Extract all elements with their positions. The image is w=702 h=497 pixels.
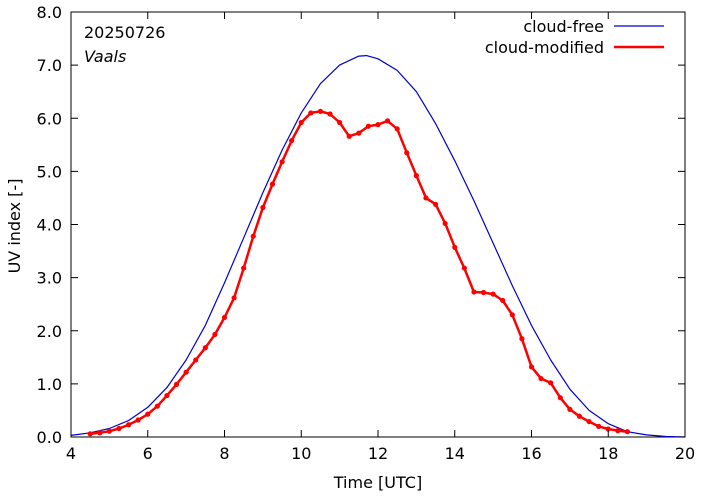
y-tick-label: 0.0 <box>37 428 62 447</box>
data-point-cloud-modified <box>164 392 170 399</box>
data-point-cloud-modified <box>231 295 237 301</box>
data-point-cloud-modified <box>116 425 122 432</box>
data-point-cloud-modified <box>212 331 218 338</box>
data-point-cloud-modified <box>97 430 103 436</box>
data-point-cloud-modified <box>221 314 228 321</box>
data-point-cloud-modified <box>279 159 285 165</box>
data-point-cloud-modified <box>384 118 391 124</box>
data-point-cloud-modified <box>260 204 266 211</box>
data-point-cloud-modified <box>586 418 592 425</box>
data-point-cloud-modified <box>327 111 333 117</box>
x-tick-label: 20 <box>675 444 695 463</box>
data-point-cloud-modified <box>346 133 352 139</box>
series-line-cloud-free <box>70 54 686 438</box>
data-point-cloud-modified <box>289 137 295 144</box>
data-point-cloud-modified <box>193 357 199 363</box>
series-line-cloud-modified <box>90 110 628 436</box>
data-point-cloud-modified <box>557 395 563 401</box>
x-tick-label: 8 <box>219 444 229 463</box>
text-layer: Time [UTC] UV index [-] 20250726 Vaals <box>5 23 422 492</box>
data-point-cloud-modified <box>241 265 247 271</box>
data-point-cloud-modified <box>375 122 381 128</box>
series-layer <box>70 54 686 438</box>
data-point-cloud-modified <box>173 381 180 388</box>
legend-label-cloud-modified: cloud-modified <box>485 38 604 57</box>
y-tick-label: 3.0 <box>37 269 62 288</box>
y-tick-label: 6.0 <box>37 109 62 128</box>
data-point-cloud-modified <box>135 417 141 423</box>
x-tick-label: 14 <box>445 444 465 463</box>
legend: cloud-free cloud-modified <box>485 17 664 57</box>
date-annotation: 20250726 <box>84 23 165 42</box>
x-tick-label: 10 <box>291 444 311 463</box>
data-point-cloud-modified <box>490 291 496 297</box>
data-point-cloud-modified <box>480 289 487 296</box>
data-point-cloud-modified <box>356 130 362 136</box>
data-point-cloud-modified <box>145 411 151 417</box>
data-point-cloud-modified <box>596 423 602 429</box>
data-point-cloud-modified <box>87 431 93 437</box>
location-annotation: Vaals <box>84 47 126 66</box>
data-point-cloud-modified <box>548 380 554 386</box>
data-point-cloud-modified <box>500 297 506 304</box>
legend-label-cloud-free: cloud-free <box>523 17 604 36</box>
data-point-cloud-modified <box>202 345 208 351</box>
y-tick-label: 4.0 <box>37 216 62 235</box>
data-point-cloud-modified <box>365 123 372 129</box>
x-tick-label: 12 <box>368 444 388 463</box>
data-point-cloud-modified <box>308 110 314 116</box>
x-tick-label: 18 <box>598 444 618 463</box>
data-point-cloud-modified <box>269 181 276 187</box>
data-point-cloud-modified <box>404 150 410 156</box>
y-tick-label: 1.0 <box>37 375 62 394</box>
data-point-cloud-modified <box>538 375 544 382</box>
x-axis-label: Time [UTC] <box>333 473 422 492</box>
plot-area <box>70 11 686 438</box>
data-point-cloud-modified <box>528 364 535 370</box>
data-point-cloud-modified <box>413 173 419 179</box>
data-point-cloud-modified <box>452 244 458 250</box>
data-point-cloud-modified <box>567 406 573 412</box>
data-point-cloud-modified <box>250 233 256 239</box>
y-tick-label: 5.0 <box>37 162 62 181</box>
data-point-cloud-modified <box>519 336 525 342</box>
data-point-cloud-modified <box>471 289 477 295</box>
data-point-cloud-modified <box>423 195 429 201</box>
y-tick-label: 7.0 <box>37 56 62 75</box>
data-point-cloud-modified <box>317 108 324 114</box>
data-point-cloud-modified <box>125 422 132 428</box>
axis-layer: 4 6 8 10 12 14 16 18 20 0.0 1.0 2.0 3.0 4.0 5.0 6.0 7.0 8… <box>37 3 696 463</box>
data-point-cloud-modified <box>605 426 611 432</box>
data-point-cloud-modified <box>461 265 467 271</box>
data-point-cloud-modified <box>154 403 160 409</box>
x-tick-label: 6 <box>143 444 153 463</box>
x-tick-label: 4 <box>66 444 76 463</box>
data-point-cloud-modified <box>509 312 515 318</box>
data-point-cloud-modified <box>576 413 583 419</box>
data-point-cloud-modified <box>394 126 400 132</box>
data-point-cloud-modified <box>442 220 448 227</box>
plot-frame <box>70 11 686 438</box>
data-point-cloud-modified <box>337 119 343 126</box>
x-tick-label: 16 <box>521 444 541 463</box>
data-point-cloud-modified <box>624 429 631 435</box>
y-tick-label: 2.0 <box>37 322 62 341</box>
data-point-cloud-modified <box>298 119 304 126</box>
data-point-cloud-modified <box>432 201 439 207</box>
data-point-cloud-modified <box>615 428 621 434</box>
data-point-cloud-modified <box>106 428 112 434</box>
y-axis-label: UV index [-] <box>5 179 24 274</box>
y-tick-label: 8.0 <box>37 3 62 22</box>
data-point-cloud-modified <box>183 369 189 375</box>
